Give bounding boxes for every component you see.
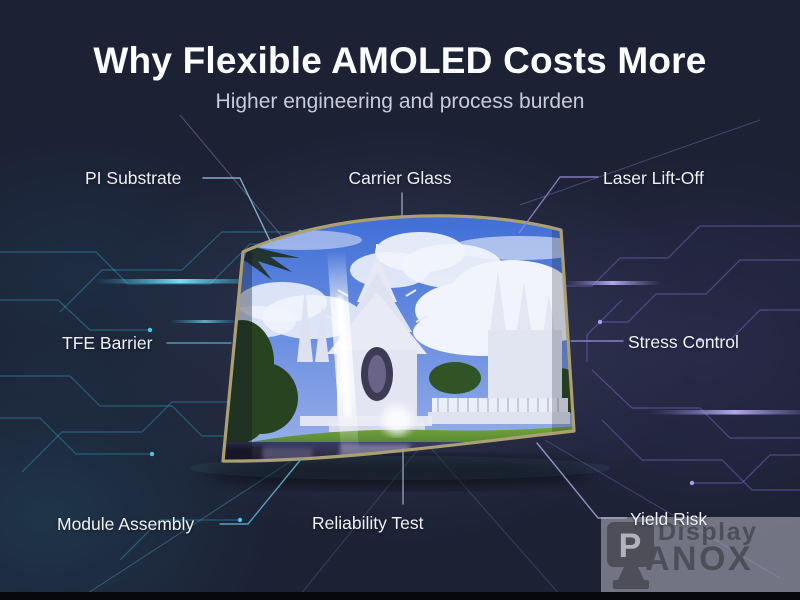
page-subtitle: Higher engineering and process burden <box>215 90 585 113</box>
page-title: Why Flexible AMOLED Costs More <box>93 40 707 81</box>
brand-watermark: P Display ANOX <box>601 517 800 592</box>
connector-module-assembly <box>219 457 303 525</box>
screen-photo <box>223 215 574 462</box>
brand-name-top: Display <box>658 518 758 546</box>
temple-bridge <box>428 270 570 424</box>
panox-monitor-icon: P <box>607 522 654 589</box>
callout-module-assembly: Module Assembly <box>57 514 195 534</box>
callout-carrier-glass: Carrier Glass <box>348 168 452 188</box>
panel-bezel <box>221 214 576 463</box>
header: Why Flexible AMOLED Costs More Higher en… <box>0 40 800 114</box>
bottom-letterbox-bar <box>0 592 800 600</box>
connector-pi-substrate <box>202 177 274 248</box>
circuit-traces-right <box>562 225 800 491</box>
callout-laser-lift-off: Laser Lift-Off <box>603 168 704 188</box>
callout-stress-control: Stress Control <box>628 332 739 352</box>
panel-underglow <box>190 456 610 480</box>
glow-streaks <box>95 279 800 415</box>
flexible-amoled-panel <box>221 214 576 463</box>
callout-yield-risk: Yield Risk <box>630 509 708 529</box>
callout-reliability-test: Reliability Test <box>312 513 424 533</box>
screen-glare <box>327 249 360 453</box>
svg-text:P: P <box>619 527 642 565</box>
callout-pi-substrate: PI Substrate <box>85 168 182 188</box>
panel-shadow <box>205 456 595 488</box>
brand-name-bottom: ANOX <box>645 540 754 578</box>
callout-tfe-barrier: TFE Barrier <box>62 333 153 353</box>
connector-laser-lift-off <box>518 176 599 234</box>
